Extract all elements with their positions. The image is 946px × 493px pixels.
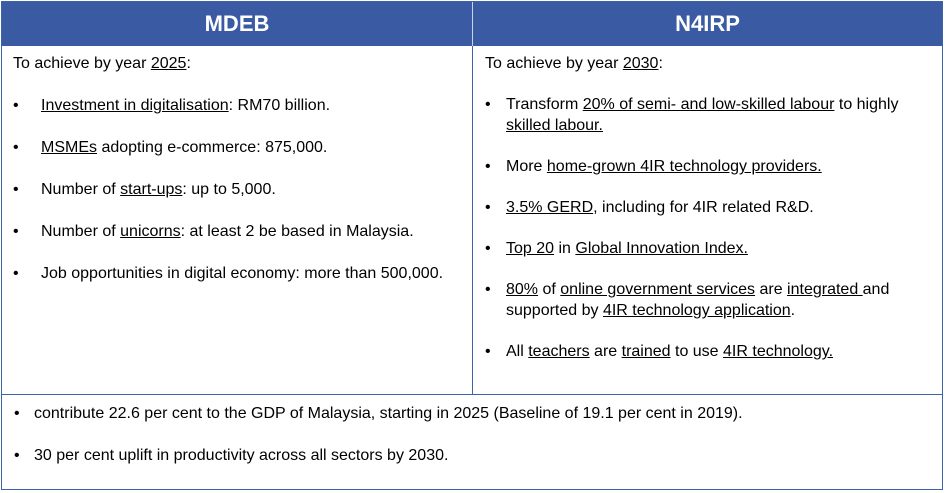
n4irp-item-providers: More home-grown 4IR technology providers… [485, 156, 932, 177]
header-n4irp: N4IRP [473, 2, 942, 46]
n4irp-item-labour: Transform 20% of semi- and low-skilled l… [485, 94, 932, 136]
mdeb-item-investment: Investment in digitalisation: RM70 billi… [13, 95, 462, 116]
shared-item-productivity: 30 per cent uplift in productivity acros… [14, 445, 932, 466]
mdeb-item-startups: Number of start-ups: up to 5,000. [13, 179, 462, 200]
mdeb-item-unicorns: Number of unicorns: at least 2 be based … [13, 221, 462, 242]
shared-targets-list: contribute 22.6 per cent to the GDP of M… [14, 403, 932, 466]
n4irp-item-gerd: 3.5% GERD, including for 4IR related R&D… [485, 197, 932, 218]
mdeb-targets-list: Investment in digitalisation: RM70 billi… [13, 95, 462, 284]
n4irp-column: To achieve by year 2030: Transform 20% o… [473, 46, 942, 394]
n4irp-item-innovation-index: Top 20 in Global Innovation Index. [485, 238, 932, 259]
n4irp-item-teachers: All teachers are trained to use 4IR tech… [485, 341, 932, 362]
n4irp-item-gov-services: 80% of online government services are in… [485, 279, 932, 321]
header-mdeb: MDEB [2, 2, 473, 46]
mdeb-intro: To achieve by year 2025: [13, 55, 191, 72]
shared-targets-row: contribute 22.6 per cent to the GDP of M… [2, 394, 942, 489]
mdeb-column: To achieve by year 2025: Investment in d… [2, 46, 473, 394]
n4irp-intro: To achieve by year 2030: [485, 55, 663, 72]
mdeb-item-msmes: MSMEs adopting e-commerce: 875,000. [13, 137, 462, 158]
shared-item-gdp: contribute 22.6 per cent to the GDP of M… [14, 403, 932, 424]
n4irp-targets-list: Transform 20% of semi- and low-skilled l… [485, 94, 932, 362]
mdeb-item-jobs: Job opportunities in digital economy: mo… [13, 263, 462, 284]
